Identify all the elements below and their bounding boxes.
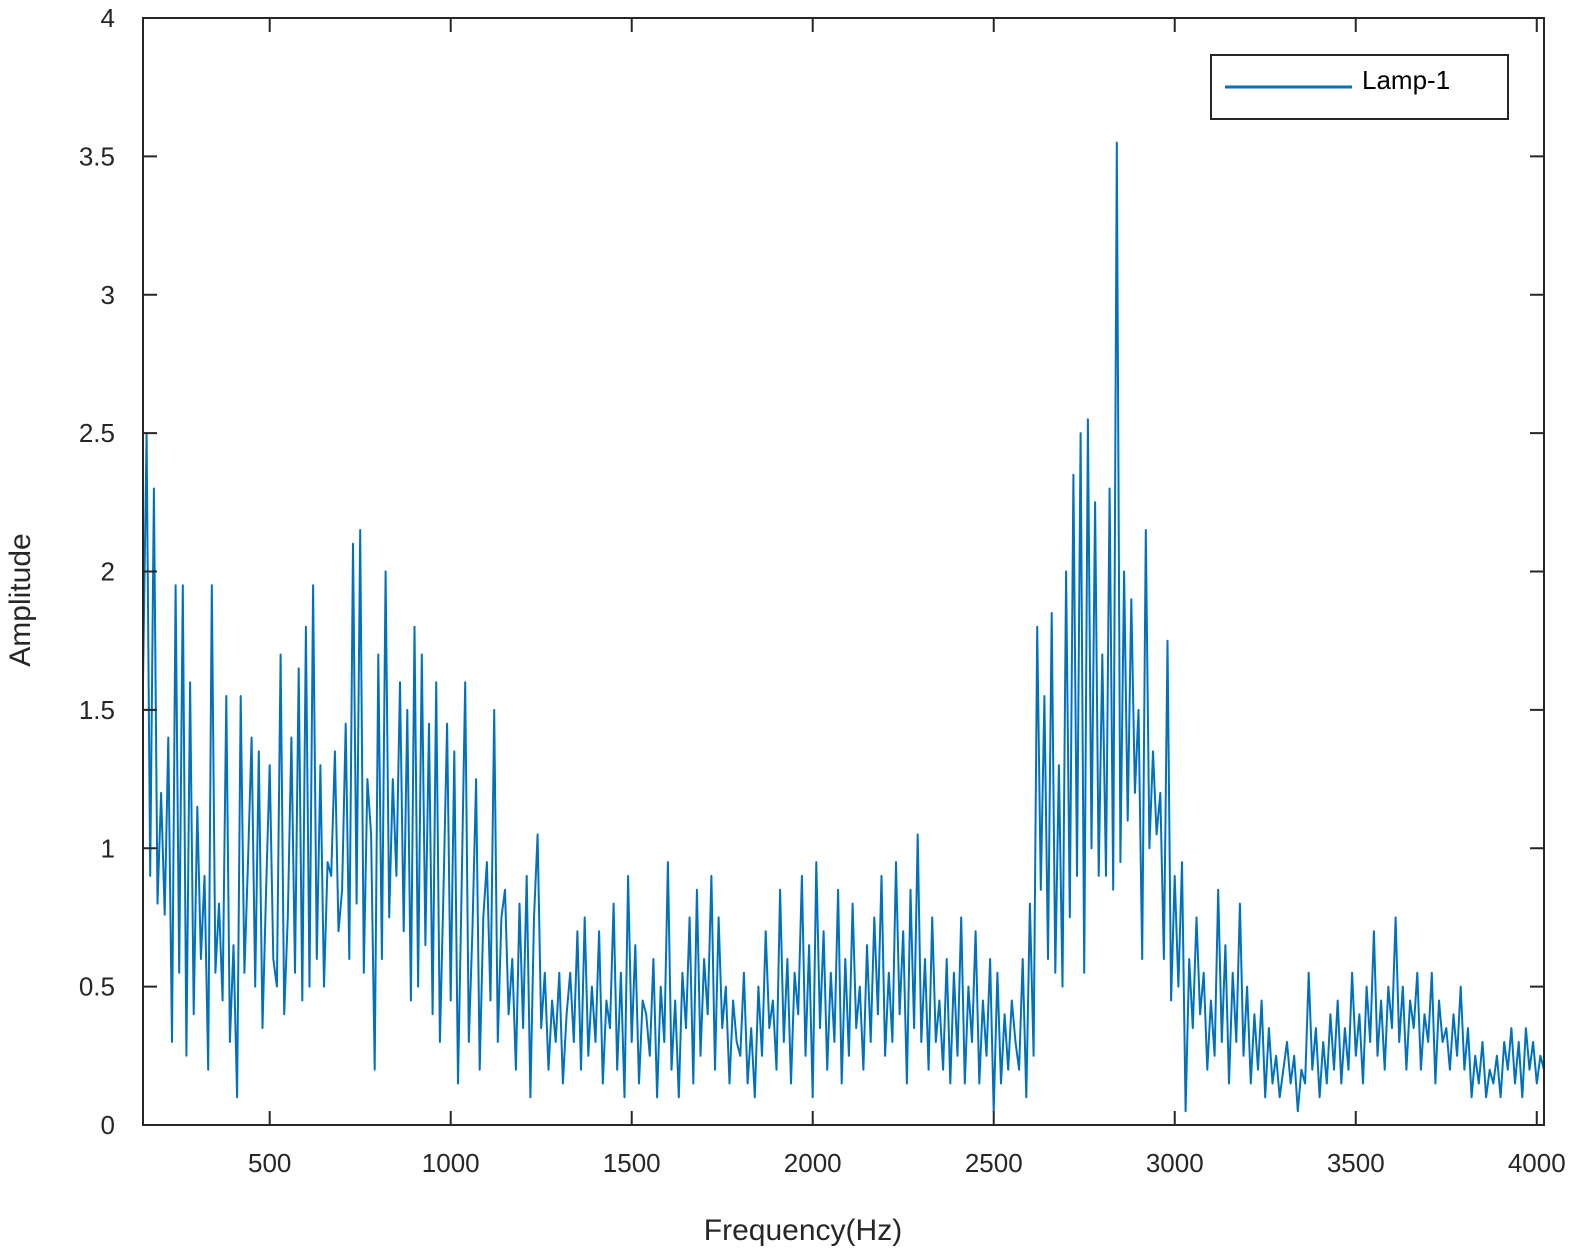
- x-tick-label: 3000: [1146, 1148, 1204, 1178]
- plot-frame: [142, 17, 1545, 1126]
- y-tick-label: 4: [101, 3, 115, 33]
- x-tick-label: 1500: [603, 1148, 661, 1178]
- x-tick-label: 4000: [1508, 1148, 1566, 1178]
- y-tick-label: 3: [101, 280, 115, 310]
- x-tick-label: 2000: [784, 1148, 842, 1178]
- x-axis-title: Frequency(Hz): [704, 1214, 902, 1247]
- y-axis-title: Amplitude: [4, 533, 37, 666]
- y-tick-label: 2: [101, 557, 115, 587]
- y-tick-label: 1.5: [79, 695, 115, 725]
- y-tick-label: 0.5: [79, 972, 115, 1002]
- y-tick-label: 0: [101, 1110, 115, 1140]
- tick-labels-layer: 500 1000 1500 2000 2500 3000 3500 4000 0 0.5 1 1.5 2…: [79, 3, 1566, 1178]
- series-line-lamp-1: [142, 141, 1545, 1113]
- y-tick-label: 1: [101, 833, 115, 863]
- legend-label-lamp-1: Lamp-1: [1362, 65, 1450, 95]
- legend: Lamp-1: [1210, 54, 1509, 120]
- y-tick-label: 3.5: [79, 141, 115, 171]
- x-tick-label: 1000: [422, 1148, 480, 1178]
- data-layer: [142, 141, 1545, 1113]
- x-tick-label: 2500: [965, 1148, 1023, 1178]
- y-tick-label: 2.5: [79, 418, 115, 448]
- x-tick-label: 500: [248, 1148, 291, 1178]
- x-tick-label: 3500: [1327, 1148, 1385, 1178]
